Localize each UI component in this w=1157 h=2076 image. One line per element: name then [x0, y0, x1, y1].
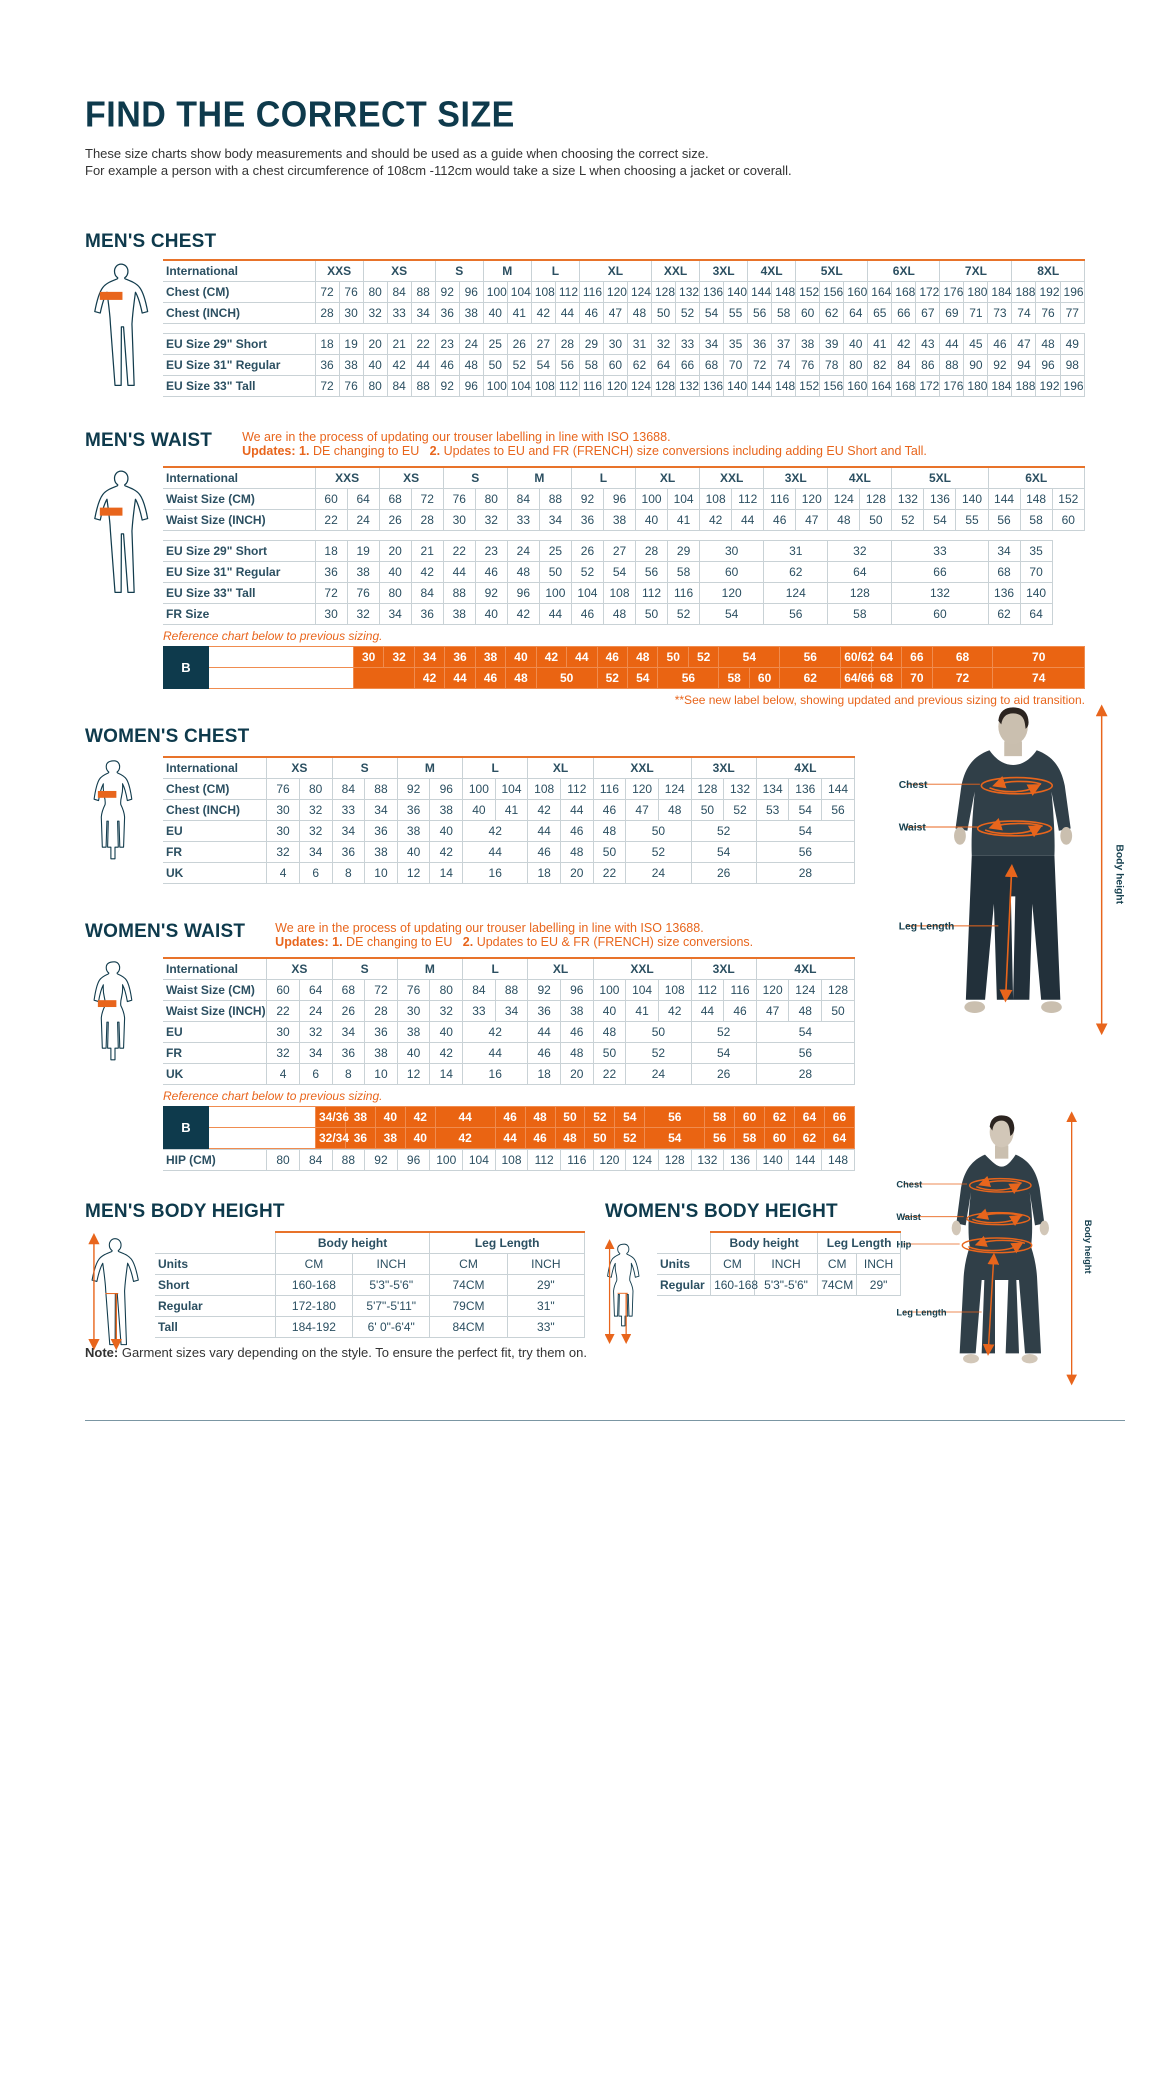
svg-text:Body height: Body height [1113, 844, 1124, 904]
svg-text:Chest: Chest [896, 1179, 922, 1189]
